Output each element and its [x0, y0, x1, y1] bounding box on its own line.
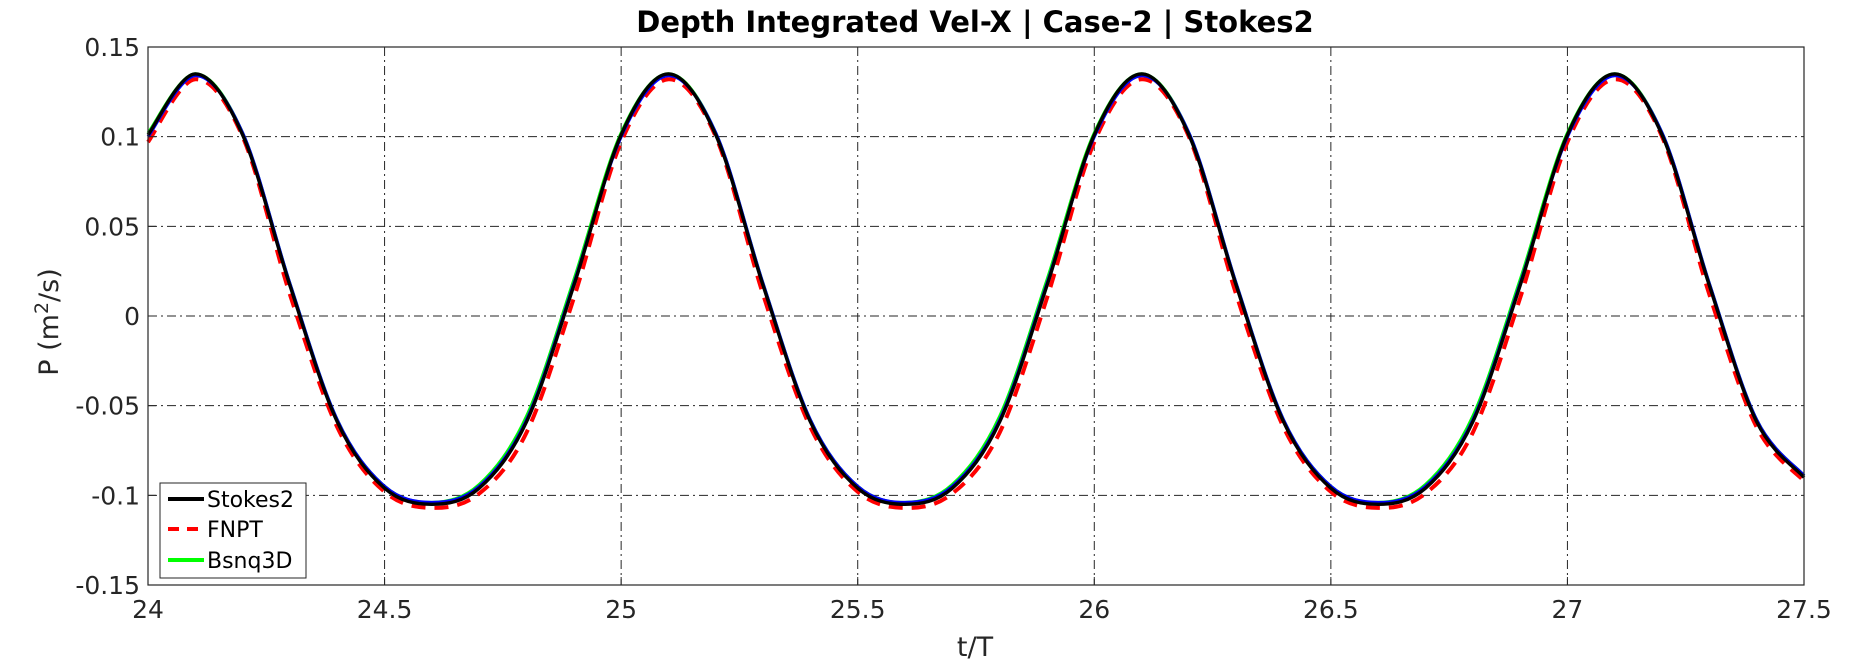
x-tick-label: 25: [605, 595, 637, 624]
x-tick-label: 26.5: [1303, 595, 1359, 624]
ticks-group: 24 24.5 25 25.5 26 26.5 27 27.5 0.15 0.1 0.05 0 -0.0…: [75, 33, 1832, 624]
legend-label-stokes2: Stokes2: [207, 488, 294, 513]
series-line-stokes2: [146, 72, 1806, 506]
legend: Stokes2 FNPT Bsnq3D: [159, 482, 307, 579]
legend-label-fnpt: FNPT: [207, 518, 263, 543]
y-axis-label-main: P (m: [34, 314, 65, 376]
y-tick-label: -0.15: [75, 571, 140, 600]
x-tick-label: 25.5: [830, 595, 886, 624]
series-group: [146, 72, 1806, 510]
x-tick-label: 27.5: [1776, 595, 1832, 624]
x-tick-label: 24: [132, 595, 164, 624]
y-axis-label-sup: 2: [31, 302, 53, 314]
y-tick-label: -0.05: [75, 392, 140, 421]
x-tick-label: 27: [1552, 595, 1584, 624]
x-axis-label: t/T: [957, 632, 994, 663]
chart-title: Depth Integrated Vel-X | Case-2 | Stokes…: [636, 5, 1313, 39]
y-tick-label: 0: [124, 302, 140, 331]
y-tick-label: -0.1: [91, 481, 140, 510]
y-axis-label-tail: /s): [34, 268, 65, 302]
x-tick-label: 24.5: [357, 595, 413, 624]
y-tick-label: 0.1: [100, 123, 140, 152]
y-axis-label: P (m2/s): [31, 268, 65, 376]
series-line-fnpt: [146, 77, 1806, 510]
legend-label-bsnq3d: Bsnq3D: [207, 549, 292, 574]
y-tick-label: 0.05: [84, 212, 140, 241]
x-tick-label: 26: [1078, 595, 1110, 624]
y-tick-label: 0.15: [84, 33, 140, 62]
